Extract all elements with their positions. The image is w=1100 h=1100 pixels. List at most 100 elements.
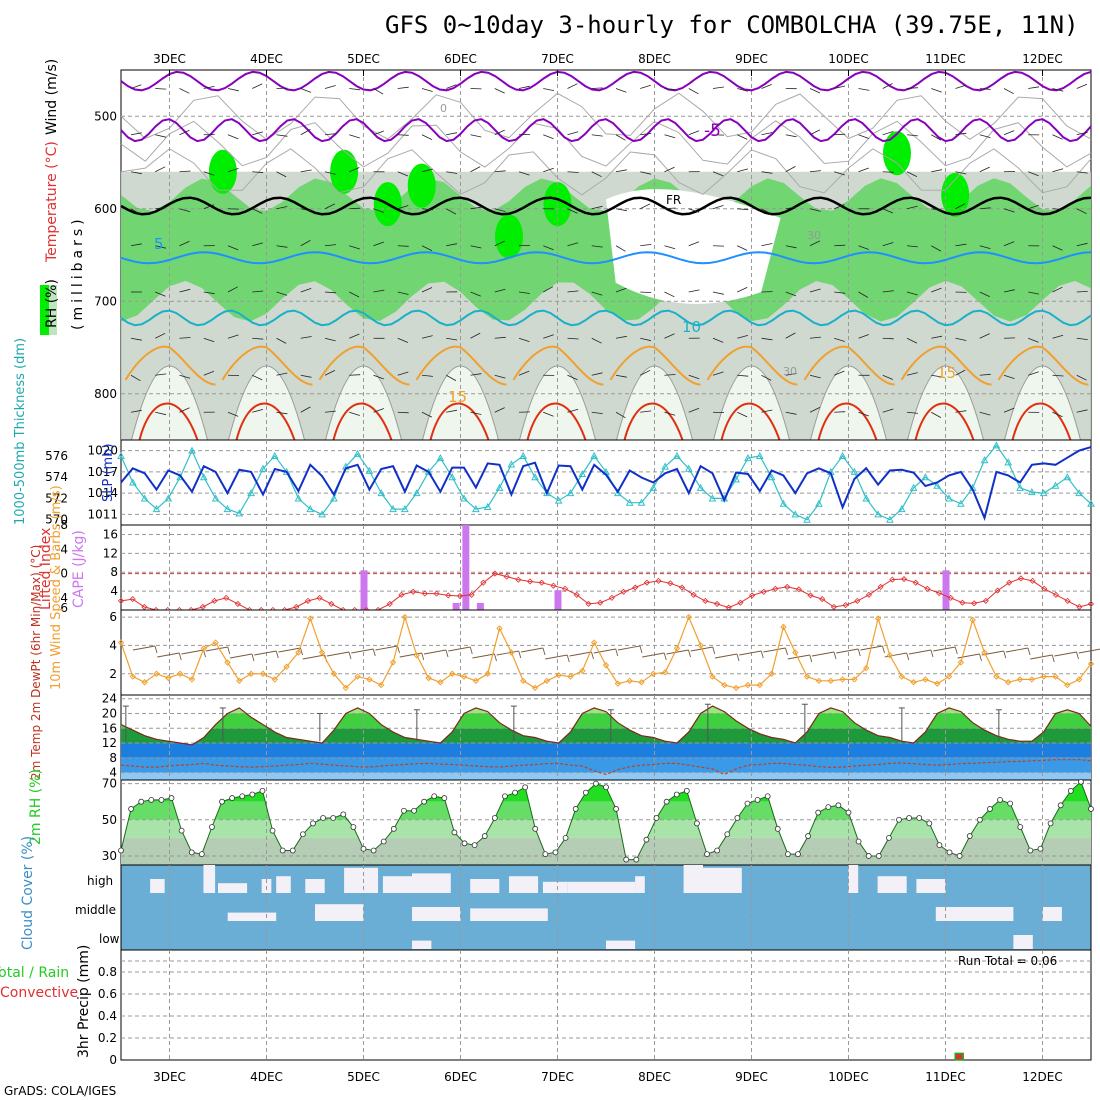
rh-marker — [572, 806, 579, 812]
wind-barb — [712, 205, 724, 210]
wind-barb — [979, 333, 990, 339]
wind-barb — [203, 291, 215, 295]
rh-marker — [754, 796, 761, 803]
wind-barb — [421, 287, 433, 293]
lifted-index-marker — [784, 583, 791, 590]
lifted-index-marker — [1017, 575, 1024, 582]
wind-barb — [615, 335, 627, 339]
cape-bar — [554, 590, 562, 610]
wind-barb — [931, 245, 942, 252]
wind-barb — [252, 131, 264, 136]
wind-barb-10m — [278, 647, 301, 653]
thickness-marker — [259, 464, 267, 472]
wind-barb — [664, 333, 675, 339]
rh-marker — [350, 824, 357, 830]
lifted-index-marker — [129, 596, 136, 603]
wind-barb — [955, 369, 966, 376]
wind-barb — [470, 245, 482, 249]
wind-speed-marker — [200, 645, 208, 652]
wind-barb — [470, 206, 482, 210]
rh-legend-light — [49, 285, 57, 335]
wind-barb — [203, 337, 215, 343]
temp-contour-20 — [332, 402, 393, 441]
wind-barb — [664, 166, 675, 173]
rh-marker — [330, 815, 337, 821]
wind-speed-marker — [922, 676, 929, 683]
wind-barb-flag — [663, 652, 667, 661]
wind-barb — [955, 243, 967, 247]
rh2m-panel: 70 50 30 2m RH (%) — [28, 769, 1094, 866]
wind-barb — [809, 407, 821, 413]
rh-core — [407, 163, 436, 208]
wind-barb — [834, 337, 845, 342]
wind-barb — [130, 208, 141, 215]
x-tick-label-top: 8DEC — [638, 52, 671, 66]
rh-marker — [896, 816, 902, 823]
rh-marker — [269, 827, 276, 834]
rh-marker — [582, 789, 589, 796]
wind-barb-flag — [712, 646, 716, 655]
rh-marker — [976, 816, 983, 823]
rh-axis-label: RH (%) — [44, 279, 60, 328]
wind-barb — [373, 208, 384, 213]
wind-speed-marker — [792, 649, 799, 656]
wind-barb — [252, 171, 264, 174]
y-tick-label: 4 — [109, 766, 117, 780]
wind-barb — [615, 134, 626, 141]
cloud-block — [412, 873, 451, 893]
wind-barb — [470, 411, 482, 415]
cloud-axis-label: Cloud Cover (%) — [20, 836, 36, 950]
wind-barb — [809, 240, 821, 247]
wind-barb — [130, 374, 141, 382]
temp-line — [120, 705, 1092, 746]
wind-barb-flag — [639, 645, 643, 654]
wind-barb — [882, 83, 893, 89]
wind-barb-flag — [833, 651, 837, 660]
wind-barb — [203, 370, 215, 376]
thickness-marker — [578, 469, 587, 477]
wind-barb — [640, 203, 651, 210]
thickness-marker — [862, 494, 871, 502]
rh-marker — [926, 820, 933, 827]
wind-barb — [421, 208, 433, 211]
wind-barb-10m — [1078, 648, 1100, 654]
pressure-ticks: 500 600 700 800 — [94, 109, 117, 401]
rh-marker — [512, 789, 518, 796]
cloud-block — [1013, 935, 1033, 949]
wind-speed-marker — [1087, 660, 1095, 668]
wind-barb — [300, 88, 312, 93]
wind-barb — [518, 204, 530, 210]
wind-barb-flag — [785, 647, 788, 656]
thickness-marker — [318, 510, 326, 518]
wind-barb — [834, 244, 846, 247]
rh-marker — [1077, 778, 1084, 785]
wind-barb — [567, 131, 579, 136]
wind-barb — [591, 171, 602, 178]
cloud-panel: high middle low Cloud Cover (%) — [20, 836, 1092, 951]
y-tick-label: 6 — [109, 610, 117, 624]
wind-speed-marker — [768, 670, 775, 677]
rh-marker — [320, 815, 326, 821]
lifted-index-marker — [503, 573, 510, 580]
temperature-axis-label: Temperature (°C) — [44, 141, 60, 263]
wind-barb — [130, 409, 142, 413]
wind-speed-marker — [176, 670, 184, 677]
rh-marker — [1037, 845, 1044, 852]
wind-speed-marker — [803, 673, 811, 680]
rh-marker — [148, 796, 155, 803]
rh-marker — [219, 798, 225, 805]
wind-barb — [349, 333, 360, 339]
wind-barb — [979, 245, 991, 249]
rh-marker — [886, 834, 892, 841]
wind-barb-10m — [448, 646, 471, 652]
wind-barb — [640, 410, 652, 413]
wind-speed-marker — [1052, 673, 1059, 680]
rh-marker — [1047, 820, 1054, 827]
lifted-index-axis-label: Lifted Index — [38, 528, 54, 610]
y-tick-label: 30 — [102, 849, 117, 863]
x-tick-label-bottom: 6DEC — [444, 1070, 477, 1084]
wind-barb-10m — [642, 652, 665, 658]
rh-marker — [279, 847, 286, 854]
wind-speed-marker — [851, 676, 858, 683]
wind-barb — [155, 291, 166, 297]
